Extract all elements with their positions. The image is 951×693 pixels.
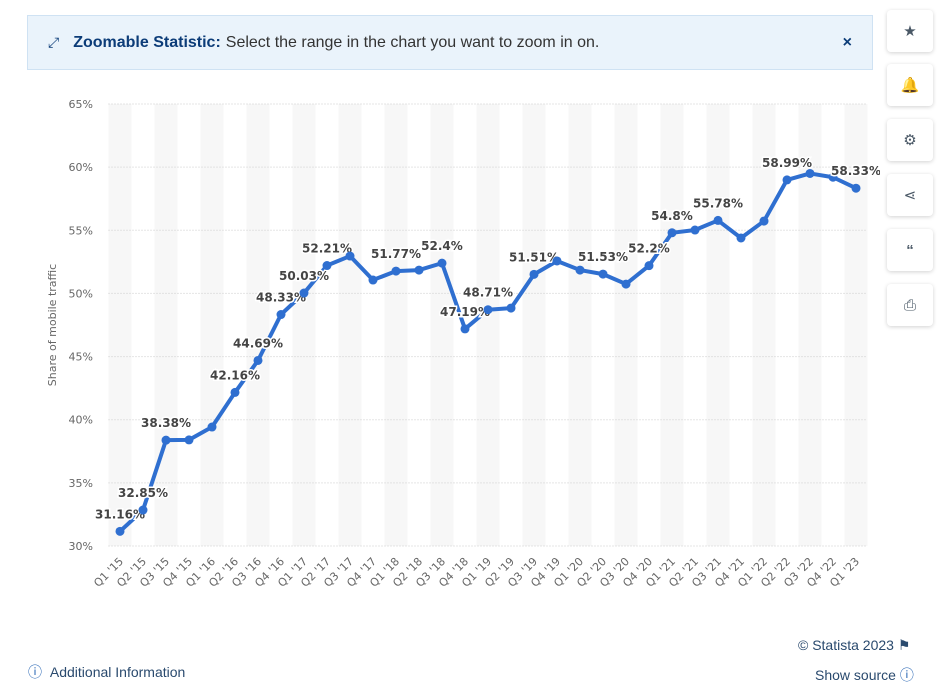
data-label: 51.51% xyxy=(509,250,559,264)
data-label: 52.2% xyxy=(628,242,670,256)
data-point xyxy=(506,303,516,313)
y-tick-label: 60% xyxy=(69,161,93,174)
data-label: 52.21% xyxy=(302,242,352,256)
show-source[interactable]: Show source ⓘ xyxy=(815,667,914,683)
data-label: 58.99% xyxy=(762,156,812,170)
data-point xyxy=(575,265,585,275)
banner-text: Select the range in the chart you want t… xyxy=(225,33,600,51)
info-text: Additional Information xyxy=(49,664,186,680)
data-point xyxy=(299,288,309,298)
data-label: 54.8% xyxy=(651,209,693,223)
data-point xyxy=(460,324,470,334)
data-label: 51.53% xyxy=(578,250,628,264)
y-tick-label: 35% xyxy=(69,477,93,490)
data-point xyxy=(138,505,148,515)
source-text: Show source xyxy=(815,667,896,683)
data-point xyxy=(736,233,746,243)
data-label: 44.69% xyxy=(233,336,283,350)
data-point xyxy=(161,435,171,445)
banner-title: Zoomable Statistic: xyxy=(73,33,221,51)
data-point xyxy=(529,269,539,279)
data-point xyxy=(391,266,401,276)
close-button[interactable]: × xyxy=(842,33,852,51)
data-point xyxy=(368,275,378,285)
column-stripe xyxy=(430,104,454,546)
data-point xyxy=(437,258,447,268)
data-point xyxy=(276,310,286,320)
column-stripe xyxy=(476,104,500,546)
data-point xyxy=(667,228,677,238)
data-point xyxy=(207,422,217,432)
data-label: 32.85% xyxy=(118,486,168,500)
banner: ⤢ Zoomable Statistic: Select the range i… xyxy=(27,15,873,70)
column-stripe xyxy=(338,104,362,546)
data-label: 42.16% xyxy=(210,368,260,382)
column-stripe xyxy=(844,104,868,546)
data-point xyxy=(230,387,240,397)
data-point xyxy=(322,261,332,271)
data-point xyxy=(414,265,424,275)
y-tick-label: 30% xyxy=(69,540,93,553)
print-button[interactable]: ⎙ xyxy=(887,284,933,326)
chart: Share of mobile traffic 30% 35% 40% 45% 50% 5… xyxy=(46,98,880,590)
data-label: 52.4% xyxy=(421,239,463,253)
data-label: 50.03% xyxy=(279,269,329,283)
data-point xyxy=(598,269,608,279)
column-stripe xyxy=(522,104,546,546)
share-button[interactable]: ⋖ xyxy=(887,174,933,216)
y-axis-title: Share of mobile traffic xyxy=(46,264,59,386)
y-tick-label: 50% xyxy=(69,287,93,300)
data-point xyxy=(552,256,562,266)
copyright[interactable]: © Statista 2023 ⚑ xyxy=(798,637,911,653)
data-label: 55.78% xyxy=(693,196,743,210)
data-point xyxy=(690,225,700,235)
data-point xyxy=(483,305,493,315)
column-stripe xyxy=(660,104,684,546)
data-label: 58.33% xyxy=(831,164,880,178)
y-tick-label: 45% xyxy=(69,351,93,364)
data-point xyxy=(805,168,815,178)
cite-button[interactable]: “ xyxy=(887,229,933,271)
favorite-button[interactable]: ★ xyxy=(887,10,933,52)
data-point xyxy=(828,172,838,182)
data-point xyxy=(644,261,654,271)
data-point xyxy=(851,183,861,193)
alert-button[interactable]: 🔔 xyxy=(887,64,933,106)
additional-info[interactable]: ⓘ Additional Information xyxy=(28,664,186,680)
column-stripe xyxy=(752,104,776,546)
data-label: 38.38% xyxy=(141,416,191,430)
column-stripe xyxy=(706,104,730,546)
data-point xyxy=(115,526,125,536)
column-stripe xyxy=(568,104,592,546)
data-label: 48.33% xyxy=(256,291,306,305)
data-point xyxy=(782,175,792,185)
data-point xyxy=(713,215,723,225)
column-stripe xyxy=(614,104,638,546)
data-point xyxy=(621,279,631,289)
column-stripe xyxy=(246,104,270,546)
column-stripe xyxy=(154,104,178,546)
y-tick-label: 65% xyxy=(69,98,93,111)
data-label: 47.19% xyxy=(440,305,490,319)
data-point xyxy=(345,251,355,261)
data-point xyxy=(184,435,194,445)
y-tick-label: 40% xyxy=(69,414,93,427)
data-label: 48.71% xyxy=(463,286,513,300)
column-stripe xyxy=(108,104,132,546)
data-point xyxy=(253,355,263,365)
column-stripe xyxy=(798,104,822,546)
data-point xyxy=(759,216,769,226)
settings-button[interactable]: ⚙ xyxy=(887,119,933,161)
column-stripe xyxy=(292,104,316,546)
column-stripe xyxy=(384,104,408,546)
y-tick-label: 55% xyxy=(69,224,93,237)
data-label: 51.77% xyxy=(371,247,421,261)
zoom-icon: ⤢ xyxy=(48,34,60,50)
copyright-text: © Statista 2023 xyxy=(798,637,894,653)
column-stripe xyxy=(200,104,224,546)
data-label: 31.16% xyxy=(95,507,145,521)
